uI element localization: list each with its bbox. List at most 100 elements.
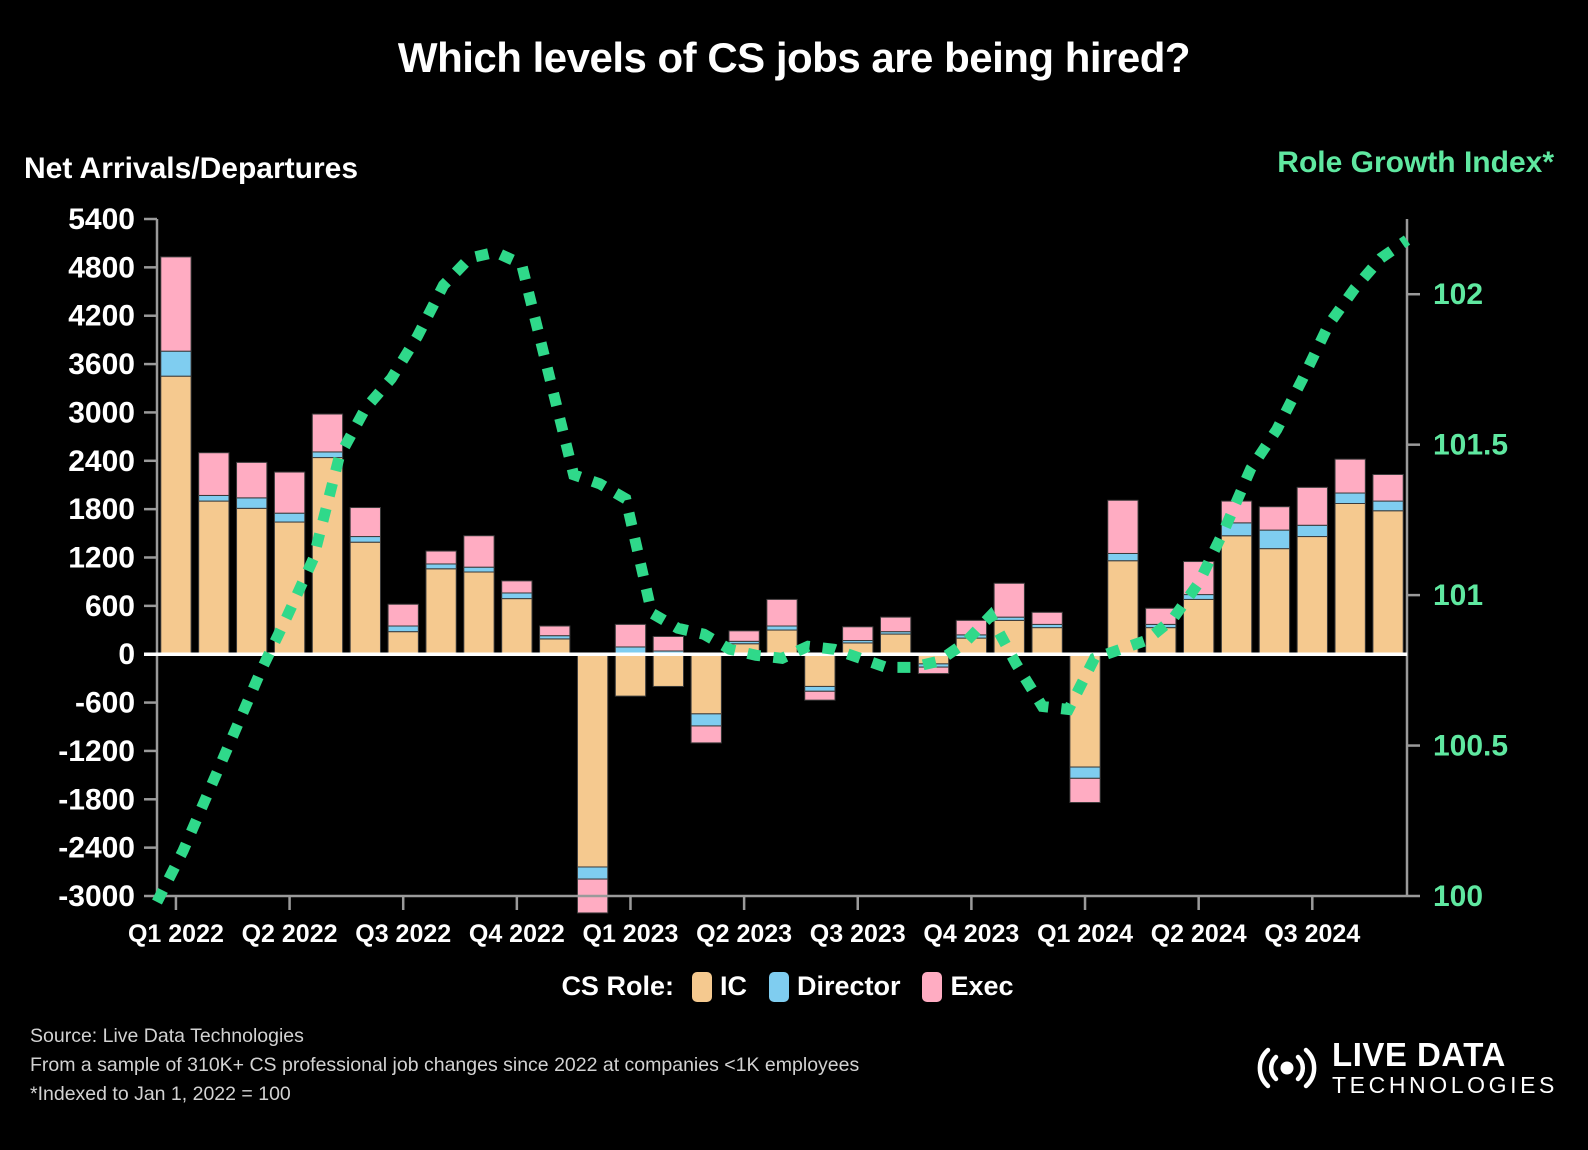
bar-group	[576, 653, 609, 914]
bar-segment-director	[804, 685, 836, 692]
bar-segment-director	[236, 497, 268, 509]
bar-group	[1258, 506, 1291, 655]
bar-group	[539, 625, 571, 655]
bar-segment-exec	[198, 452, 230, 496]
x-axis-tick-label: Q2 2024	[1151, 920, 1247, 948]
bar-segment-ic	[349, 541, 381, 655]
right-axis-tick-label: 100.5	[1433, 730, 1508, 763]
bar-segment-ic	[1107, 560, 1139, 655]
right-axis-tick-label: 100	[1433, 880, 1483, 913]
bar-group	[1107, 499, 1139, 655]
legend-item-ic[interactable]: IC	[691, 971, 747, 1002]
bar-group	[236, 461, 268, 655]
bar-segment-exec	[993, 582, 1025, 618]
x-axis-tick-label: Q2 2022	[242, 920, 338, 948]
bar-segment-ic	[879, 633, 912, 655]
bar-segment-director	[1258, 529, 1291, 550]
bar-segment-director	[766, 625, 798, 631]
left-axis-tick-label: -600	[75, 687, 135, 720]
bar-segment-director	[501, 592, 533, 600]
bar-segment-exec	[160, 256, 192, 352]
bar-segment-ic	[425, 568, 457, 655]
x-axis-tick-label: Q3 2024	[1264, 920, 1360, 948]
bar-segment-director	[1372, 500, 1404, 512]
bar-segment-director	[1334, 492, 1366, 505]
bar-segment-exec	[652, 635, 685, 652]
left-axis-tick-label: -1800	[58, 783, 135, 816]
legend-swatch-ic	[691, 971, 712, 1002]
bar-segment-exec	[879, 616, 912, 633]
chart-legend: CS Role: IC Director Exec	[0, 971, 1588, 1002]
bar-group	[198, 452, 230, 655]
bar-segment-director	[387, 625, 419, 633]
x-axis-tick-label: Q1 2024	[1037, 920, 1133, 948]
right-axis-tick-label: 102	[1433, 278, 1483, 311]
right-axis-tick-label: 101	[1433, 579, 1483, 612]
bar-segment-ic	[236, 507, 268, 655]
bar-group	[1296, 486, 1328, 655]
bar-segment-ic	[614, 653, 647, 697]
legend-item-exec[interactable]: Exec	[922, 971, 1014, 1002]
bar-segment-director	[463, 566, 495, 573]
bar-segment-exec	[1372, 473, 1404, 502]
bar-segment-exec	[349, 507, 381, 538]
bar-segment-ic	[1031, 627, 1063, 655]
bar-segment-exec	[766, 598, 798, 627]
bar-group	[1069, 653, 1101, 804]
left-axis-tick-label: 0	[118, 638, 135, 671]
left-axis-tick-label: 1200	[68, 542, 135, 575]
bar-segment-director	[1183, 594, 1215, 600]
bar-segment-ic	[1069, 653, 1101, 768]
bar-segment-exec	[917, 666, 950, 675]
bar-segment-exec	[311, 413, 344, 453]
x-axis-tick-label: Q4 2022	[469, 920, 565, 948]
logo-line1: LIVE DATA	[1332, 1036, 1506, 1073]
left-axis-tick-label: 2400	[68, 445, 135, 478]
footer-source: Source: Live Data Technologies	[30, 1025, 304, 1047]
bar-segment-ic	[766, 629, 798, 655]
bar-group	[614, 623, 647, 697]
bar-segment-ic	[539, 638, 571, 655]
bar-segment-director	[311, 451, 344, 459]
bar-segment-exec	[1334, 458, 1366, 494]
bar-segment-ic	[160, 375, 192, 655]
x-axis-tick-label: Q1 2022	[128, 920, 224, 948]
page-title: Which levels of CS jobs are being hired?	[397, 34, 1191, 81]
bar-segment-exec	[539, 625, 571, 637]
bar-segment-director	[1107, 552, 1139, 562]
bar-segment-ic	[652, 653, 685, 687]
bar-segment-director	[198, 494, 230, 502]
bar-group	[766, 598, 798, 655]
left-axis-tick-label: -3000	[58, 880, 135, 913]
bar-segment-ic	[1220, 535, 1253, 655]
bar-segment-director	[1296, 524, 1328, 538]
legend-item-director[interactable]: Director	[768, 971, 900, 1002]
bar-segment-exec	[501, 580, 533, 594]
bar-group	[993, 582, 1025, 655]
bar-segment-ic	[1296, 536, 1328, 655]
bar-group	[273, 471, 306, 655]
bar-group	[1183, 561, 1215, 655]
bar-segment-exec	[387, 603, 419, 627]
role-growth-index-line	[152, 235, 1411, 905]
x-axis-tick-label: Q2 2023	[696, 920, 792, 948]
bar-segment-exec	[273, 471, 306, 514]
left-axis-tick-label: 4200	[68, 300, 135, 333]
left-axis-tick-label: 4800	[68, 251, 135, 284]
legend-label-exec: Exec	[950, 971, 1014, 1001]
bar-segment-exec	[1258, 506, 1291, 531]
bar-segment-director	[690, 713, 722, 727]
bar-segment-exec	[690, 725, 722, 744]
legend-swatch-exec	[922, 971, 943, 1002]
bar-segment-exec	[1069, 777, 1101, 804]
bar-segment-director	[576, 866, 609, 880]
bar-segment-exec	[728, 630, 760, 642]
bar-group	[387, 603, 419, 655]
footer-sample: From a sample of 310K+ CS professional j…	[30, 1053, 860, 1076]
bar-group	[1031, 611, 1063, 655]
bar-segment-exec	[425, 550, 457, 565]
left-axis-tick-label: 3000	[68, 396, 135, 429]
x-axis-tick-label: Q3 2023	[810, 920, 906, 948]
bar-segment-exec	[236, 461, 268, 499]
